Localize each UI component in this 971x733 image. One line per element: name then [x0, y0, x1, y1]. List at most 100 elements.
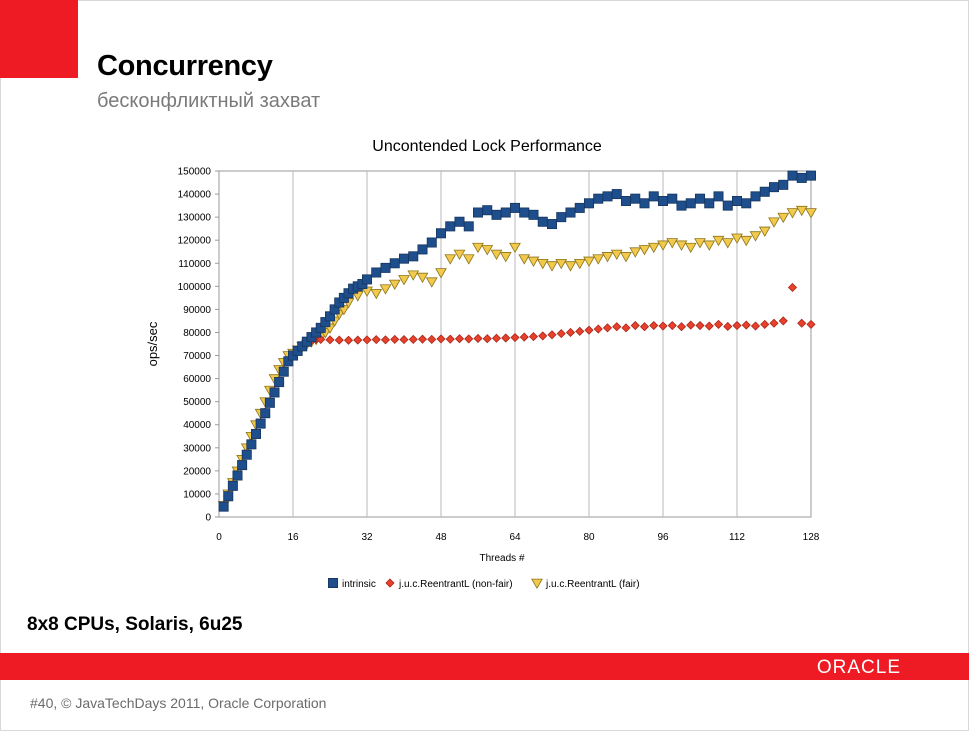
data-point — [472, 207, 483, 218]
data-point — [666, 238, 679, 249]
data-point — [721, 238, 734, 249]
y-tick-label: 120000 — [178, 236, 212, 247]
data-point — [274, 377, 285, 388]
data-point — [639, 322, 650, 332]
data-point — [806, 170, 817, 181]
data-point — [621, 323, 631, 333]
data-point — [629, 247, 642, 258]
data-point — [527, 256, 540, 267]
data-point — [278, 366, 289, 377]
data-point — [555, 258, 568, 270]
x-tick-label: 0 — [216, 532, 222, 543]
data-point — [390, 334, 400, 344]
data-point — [741, 320, 751, 330]
data-point — [536, 258, 549, 270]
data-point — [758, 226, 771, 237]
data-point — [237, 460, 248, 471]
series-2 — [217, 205, 817, 512]
y-axis-label: ops/sec — [145, 321, 160, 366]
y-tick-label: 130000 — [178, 213, 212, 224]
data-point — [575, 326, 585, 336]
data-point — [425, 277, 438, 288]
x-tick-label: 64 — [509, 532, 521, 543]
data-point — [417, 244, 428, 255]
data-point — [491, 209, 502, 220]
slide-title: Concurrency — [97, 50, 273, 82]
data-point — [269, 387, 280, 398]
data-point — [250, 428, 261, 439]
data-point — [399, 335, 409, 345]
data-point — [223, 491, 234, 502]
x-tick-label: 112 — [729, 532, 745, 543]
data-point — [593, 324, 603, 334]
data-point — [491, 333, 502, 343]
data-point — [546, 261, 558, 272]
data-point — [695, 193, 706, 204]
data-point — [426, 237, 437, 248]
red-corner-square — [0, 0, 78, 78]
data-point — [685, 198, 696, 209]
legend-label: j.u.c.ReentrantL (fair) — [545, 579, 640, 590]
data-point — [638, 245, 651, 256]
data-point — [499, 252, 512, 263]
data-point — [760, 319, 770, 329]
data-point — [518, 254, 531, 265]
data-point — [592, 254, 605, 265]
legend-marker — [531, 578, 543, 590]
data-point — [806, 319, 816, 329]
data-point — [601, 252, 614, 263]
data-point — [417, 334, 428, 344]
data-point — [658, 195, 669, 206]
series-marks — [217, 170, 817, 512]
data-point — [547, 219, 558, 230]
y-tick-label: 80000 — [183, 328, 211, 339]
data-point — [805, 208, 817, 219]
legend-marker — [385, 578, 395, 588]
data-point — [657, 240, 669, 251]
data-point — [649, 320, 659, 331]
data-point — [796, 172, 807, 183]
y-tick-label: 0 — [205, 513, 211, 524]
y-tick-label: 100000 — [178, 282, 212, 293]
data-point — [769, 318, 779, 328]
data-point — [379, 284, 392, 295]
y-tick-label: 40000 — [183, 420, 211, 431]
data-point — [454, 216, 465, 227]
data-point — [427, 334, 437, 344]
data-point — [482, 205, 493, 216]
data-point — [786, 208, 799, 219]
data-point — [611, 189, 622, 200]
data-point — [444, 254, 457, 265]
data-point — [454, 334, 465, 344]
data-point — [647, 242, 660, 254]
data-point — [584, 198, 595, 209]
data-point — [371, 335, 381, 345]
chart-title: Uncontended Lock Performance — [372, 138, 602, 155]
data-point — [768, 217, 780, 228]
axis-ticks: 0 16 32 48 64 80 96 112 128 0 10000 20000 30000 40000… — [178, 167, 820, 544]
data-point — [630, 320, 640, 331]
data-point — [398, 253, 409, 264]
data-point — [621, 195, 632, 206]
data-point — [227, 480, 238, 491]
legend-label: j.u.c.ReentrantL (non-fair) — [398, 579, 513, 590]
y-tick-label: 50000 — [183, 397, 211, 408]
slide-footer: #40, © JavaTechDays 2011, Oracle Corpora… — [30, 695, 327, 711]
data-point — [583, 256, 595, 267]
data-point — [482, 334, 492, 344]
data-point — [630, 193, 641, 204]
data-point — [389, 258, 400, 269]
legend-label: intrinsic — [342, 579, 376, 590]
data-point — [510, 332, 520, 343]
data-point — [612, 322, 622, 332]
y-tick-label: 30000 — [183, 443, 211, 454]
data-point — [398, 275, 410, 286]
data-point — [565, 327, 576, 338]
data-point — [722, 200, 733, 211]
data-point — [453, 249, 466, 261]
y-tick-label: 150000 — [178, 167, 212, 178]
data-point — [537, 216, 548, 227]
data-point — [490, 249, 503, 261]
data-point — [797, 318, 807, 328]
